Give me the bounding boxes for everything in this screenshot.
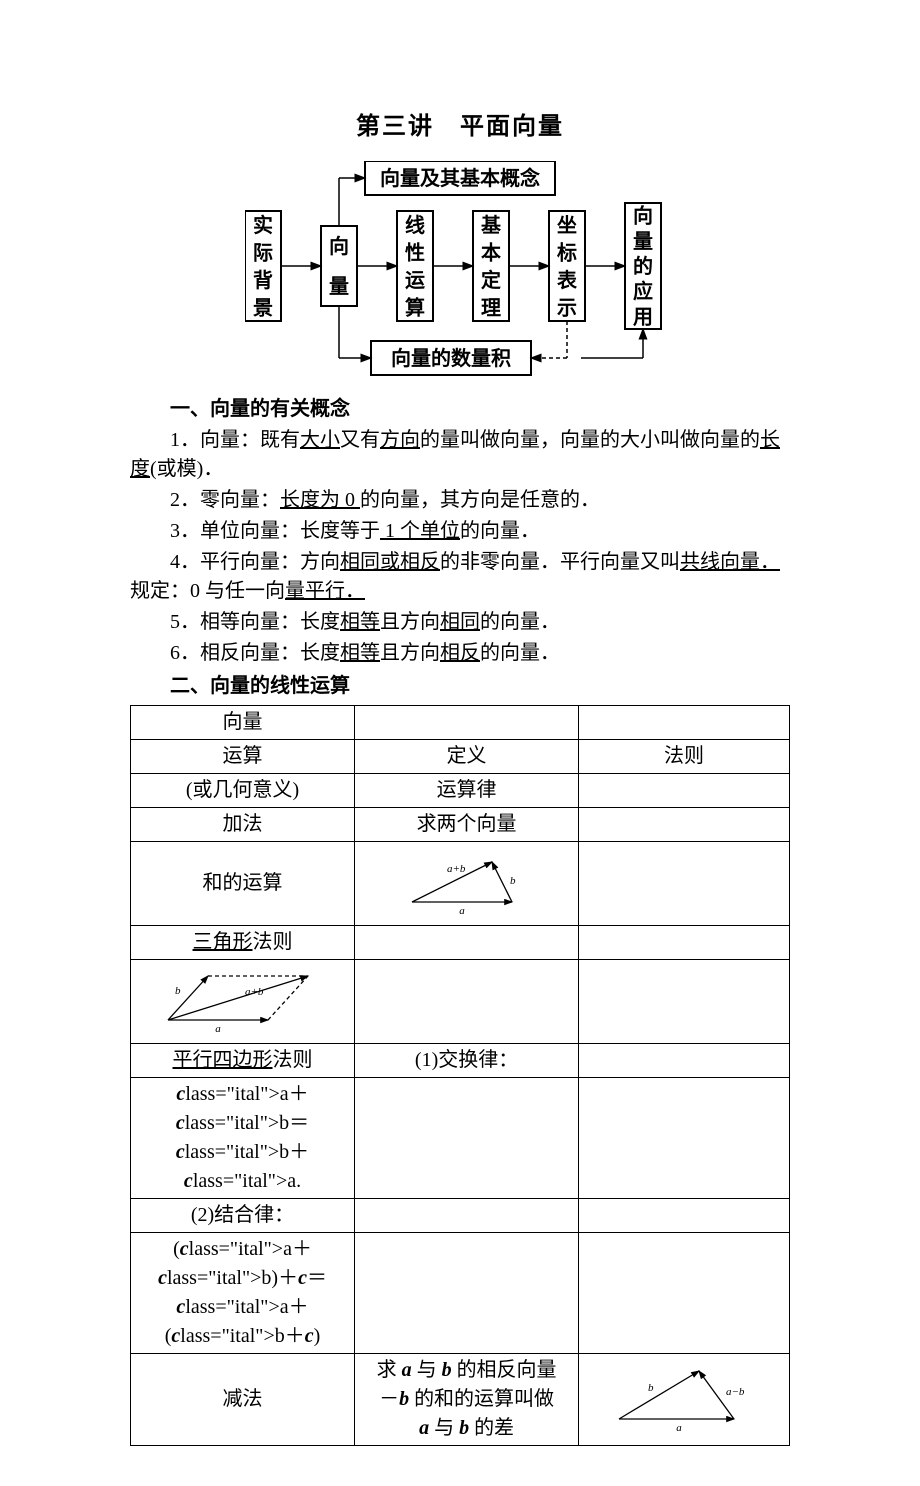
- svg-text:a+b: a+b: [245, 986, 264, 998]
- svg-text:b: b: [510, 875, 516, 887]
- svg-text:应: 应: [633, 279, 653, 303]
- table-cell: 法则: [579, 739, 790, 773]
- table-row: 加法求两个向量: [131, 807, 790, 841]
- vector-operations-table: 向量运算定义法则(或几何意义)运算律加法求两个向量和的运算 a b a+b 三角…: [130, 705, 790, 1446]
- svg-text:标: 标: [557, 241, 577, 264]
- svg-text:a: a: [215, 1023, 221, 1032]
- svg-text:背: 背: [253, 268, 273, 292]
- table-cell: 求两个向量: [355, 807, 579, 841]
- table-row: 减法求 a 与 b 的相反向量－b 的和的运算叫做a 与 b 的差 a b a−…: [131, 1353, 790, 1445]
- svg-text:坐: 坐: [557, 214, 577, 237]
- table-cell: [355, 1077, 579, 1198]
- table-cell: 三角形法则: [131, 925, 355, 959]
- table-cell: [579, 841, 790, 925]
- triangle-rule-diagram: a b a+b: [392, 844, 542, 914]
- concept-item: 1．向量：既有大小又有方向的量叫做向量，向量的大小叫做向量的长度(或模)．: [130, 426, 790, 484]
- table-cell: 运算律: [355, 773, 579, 807]
- svg-text:量: 量: [329, 275, 349, 298]
- concept-item: 5．相等向量：长度相等且方向相同的向量．: [130, 608, 790, 637]
- svg-text:实: 实: [253, 213, 273, 237]
- svg-text:的: 的: [633, 254, 653, 278]
- svg-text:b: b: [175, 985, 181, 997]
- table-cell: class="ital">a＋class="ital">b＝class="ita…: [131, 1077, 355, 1198]
- svg-text:表: 表: [557, 268, 578, 292]
- flowchart-svg: 实际背景向量向量及其基本概念线性运算基本定理坐标表示向量的应用向量的数量积: [245, 161, 675, 381]
- table-cell: (2)结合律：: [131, 1198, 355, 1232]
- table-cell: [579, 1043, 790, 1077]
- svg-text:线: 线: [405, 213, 425, 237]
- table-cell: 定义: [355, 739, 579, 773]
- svg-text:向: 向: [633, 203, 653, 227]
- table-cell: [579, 959, 790, 1043]
- table-cell: 求 a 与 b 的相反向量－b 的和的运算叫做a 与 b 的差: [355, 1353, 579, 1445]
- table-cell: [355, 1198, 579, 1232]
- svg-text:景: 景: [253, 296, 273, 319]
- parallelogram-rule-diagram: a b a+b: [153, 962, 333, 1032]
- concept-item: 6．相反向量：长度相等且方向相反的向量．: [130, 639, 790, 668]
- table-cell: [579, 1077, 790, 1198]
- svg-text:a: a: [459, 905, 465, 914]
- table-cell: 和的运算: [131, 841, 355, 925]
- table-row: (2)结合律：: [131, 1198, 790, 1232]
- table-row: (或几何意义)运算律: [131, 773, 790, 807]
- svg-text:向量及其基本概念: 向量及其基本概念: [380, 166, 540, 190]
- svg-text:理: 理: [481, 297, 501, 319]
- svg-text:性: 性: [405, 241, 425, 264]
- table-row: 三角形法则: [131, 925, 790, 959]
- table-cell: a b a−b: [579, 1353, 790, 1445]
- svg-text:运: 运: [405, 269, 425, 292]
- svg-text:量: 量: [633, 230, 653, 253]
- svg-text:本: 本: [481, 241, 501, 264]
- page-title: 第三讲 平面向量: [130, 110, 790, 145]
- section1-heading: 一、向量的有关概念: [130, 395, 790, 424]
- svg-text:示: 示: [557, 297, 577, 319]
- table-row: class="ital">a＋class="ital">b＝class="ita…: [131, 1077, 790, 1198]
- table-cell: [355, 705, 579, 739]
- svg-text:基: 基: [481, 214, 502, 237]
- table-cell: a b a+b: [131, 959, 355, 1043]
- svg-text:向: 向: [329, 234, 349, 258]
- table-row: 平行四边形法则(1)交换律：: [131, 1043, 790, 1077]
- table-cell: [355, 959, 579, 1043]
- table-cell: [579, 1232, 790, 1353]
- svg-text:b: b: [648, 1382, 654, 1394]
- table-cell: [579, 925, 790, 959]
- section2-heading: 二、向量的线性运算: [130, 672, 790, 701]
- table-cell: 加法: [131, 807, 355, 841]
- table-cell: 减法: [131, 1353, 355, 1445]
- table-row: 和的运算 a b a+b: [131, 841, 790, 925]
- table-row: 运算定义法则: [131, 739, 790, 773]
- flowchart-container: 实际背景向量向量及其基本概念线性运算基本定理坐标表示向量的应用向量的数量积: [130, 161, 790, 381]
- concept-item: 4．平行向量：方向相同或相反的非零向量．平行向量又叫共线向量． 规定：0 与任一…: [130, 548, 790, 606]
- table-cell: [355, 1232, 579, 1353]
- table-cell: (class="ital">a＋class="ital">b)＋c＝class=…: [131, 1232, 355, 1353]
- table-cell: (1)交换律：: [355, 1043, 579, 1077]
- section1-body: 1．向量：既有大小又有方向的量叫做向量，向量的大小叫做向量的长度(或模)．2．零…: [130, 426, 790, 668]
- table-row: a b a+b: [131, 959, 790, 1043]
- concept-item: 3．单位向量：长度等于 1 个单位的向量．: [130, 517, 790, 546]
- table-cell: [579, 1198, 790, 1232]
- table-cell: 平行四边形法则: [131, 1043, 355, 1077]
- subtraction-diagram: a b a−b: [604, 1359, 764, 1431]
- svg-text:际: 际: [253, 241, 273, 264]
- svg-text:a: a: [676, 1422, 682, 1431]
- svg-text:a−b: a−b: [726, 1386, 745, 1398]
- concept-item: 2．零向量：长度为 0 的向量，其方向是任意的．: [130, 486, 790, 515]
- table-cell: 运算: [131, 739, 355, 773]
- table-cell: [579, 807, 790, 841]
- table-cell: 向量: [131, 705, 355, 739]
- svg-text:算: 算: [405, 295, 425, 319]
- table-cell: [579, 773, 790, 807]
- table-row: 向量: [131, 705, 790, 739]
- table-cell: (或几何意义): [131, 773, 355, 807]
- table-cell: [579, 705, 790, 739]
- svg-text:定: 定: [481, 268, 501, 292]
- table-row: (class="ital">a＋class="ital">b)＋c＝class=…: [131, 1232, 790, 1353]
- svg-text:用: 用: [633, 306, 653, 328]
- svg-text:向量的数量积: 向量的数量积: [391, 346, 511, 370]
- table-cell: [355, 925, 579, 959]
- table-cell: a b a+b: [355, 841, 579, 925]
- svg-text:a+b: a+b: [447, 863, 466, 875]
